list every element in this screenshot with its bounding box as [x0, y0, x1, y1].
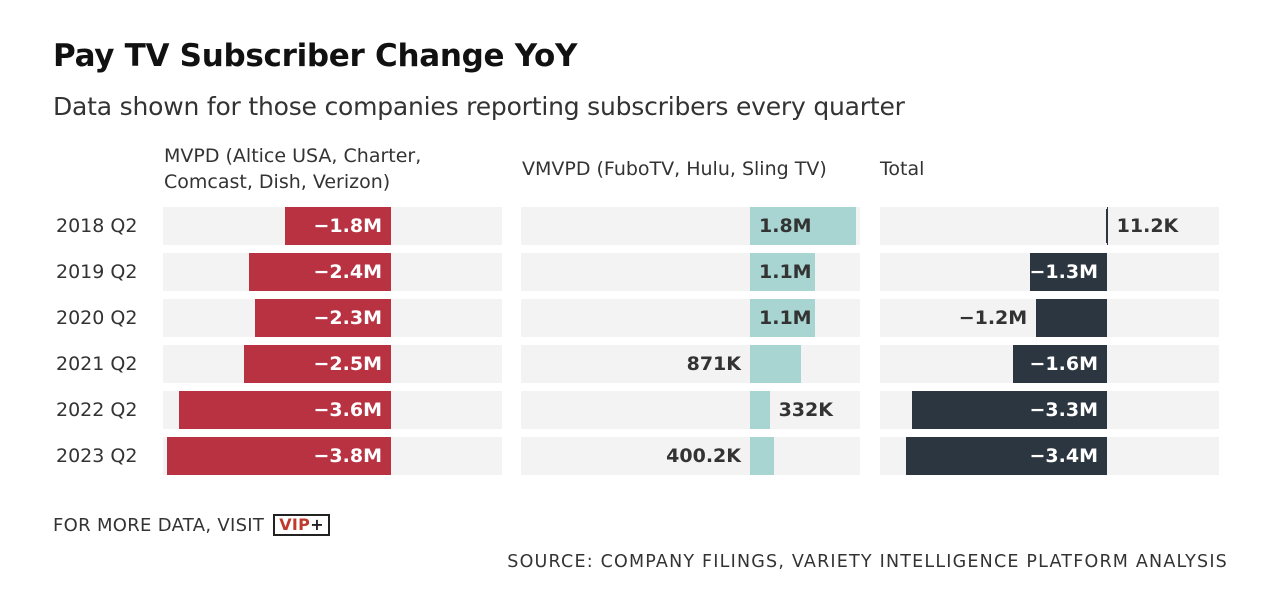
bar-track-vmvpd: 332K — [521, 391, 860, 429]
source-note: SOURCE: COMPANY FILINGS, VARIETY INTELLI… — [507, 552, 1228, 572]
data-label-vmvpd: 400.2K — [666, 445, 741, 467]
data-label-total: −3.3M — [1029, 399, 1099, 421]
bar-mvpd — [243, 345, 391, 383]
bar-track-mvpd: −2.4M — [163, 253, 502, 291]
data-label-vmvpd: 871K — [686, 353, 741, 375]
bar-mvpd — [178, 391, 391, 429]
bar-track-total: −1.6M — [880, 345, 1219, 383]
data-label-total: −3.4M — [1029, 445, 1099, 467]
panel-header-vmvpd-line-1: VMVPD (FuboTV, Hulu, Sling TV) — [522, 158, 827, 180]
row-label: 2021 Q2 — [56, 353, 138, 375]
bar-track-total: 11.2K — [880, 207, 1219, 245]
bar-track-mvpd: −3.6M — [163, 391, 502, 429]
data-label-vmvpd: 332K — [778, 399, 833, 421]
bar-track-mvpd: −3.8M — [163, 437, 502, 475]
panel-header-mvpd: MVPD (Altice USA, Charter, Comcast, Dish… — [164, 143, 421, 195]
bar-track-total: −3.4M — [880, 437, 1219, 475]
bar-track-mvpd: −2.3M — [163, 299, 502, 337]
bar-vmvpd — [750, 253, 815, 291]
data-label-vmvpd: 1.8M — [759, 215, 812, 237]
bar-vmvpd — [750, 299, 815, 337]
data-label-total: −1.3M — [1029, 261, 1099, 283]
bar-total — [912, 391, 1107, 429]
bar-total — [1107, 207, 1108, 245]
data-label-mvpd: −2.4M — [313, 261, 383, 283]
footer-more-data-text: FOR MORE DATA, VISIT — [53, 514, 265, 536]
data-label-vmvpd: 1.1M — [759, 307, 812, 329]
bar-track-vmvpd: 400.2K — [521, 437, 860, 475]
data-label-total: 11.2K — [1116, 215, 1179, 237]
bar-total — [1012, 345, 1107, 383]
bar-vmvpd — [750, 207, 857, 245]
bar-track-mvpd: −2.5M — [163, 345, 502, 383]
bar-total — [1036, 299, 1107, 337]
data-label-mvpd: −2.5M — [313, 353, 383, 375]
bar-track-vmvpd: 1.1M — [521, 299, 860, 337]
vip-plus-logo[interactable]: VIP + — [273, 514, 330, 536]
bar-vmvpd — [750, 437, 774, 475]
data-label-mvpd: −3.6M — [313, 399, 383, 421]
bar-track-mvpd: −1.8M — [163, 207, 502, 245]
zero-line-total — [1106, 209, 1107, 243]
bar-track-vmvpd: 1.1M — [521, 253, 860, 291]
vip-logo-plus: + — [310, 515, 324, 534]
bar-track-total: −1.2M — [880, 299, 1219, 337]
panel-header-total: Total — [880, 156, 924, 182]
bar-mvpd — [284, 207, 391, 245]
vip-logo-text: VIP — [279, 515, 311, 534]
bar-mvpd — [249, 253, 391, 291]
data-label-total: −1.2M — [958, 307, 1028, 329]
panel-header-vmvpd: VMVPD (FuboTV, Hulu, Sling TV) — [522, 156, 827, 182]
data-label-total: −1.6M — [1029, 353, 1099, 375]
row-label: 2019 Q2 — [56, 261, 138, 283]
bar-vmvpd — [750, 345, 802, 383]
data-label-mvpd: −1.8M — [313, 215, 383, 237]
data-label-mvpd: −3.8M — [313, 445, 383, 467]
row-label: 2023 Q2 — [56, 445, 138, 467]
panel-header-mvpd-line-1: MVPD (Altice USA, Charter, — [164, 145, 422, 167]
row-label: 2022 Q2 — [56, 399, 138, 421]
chart-subtitle: Data shown for those companies reporting… — [53, 92, 905, 121]
bar-track-total: −3.3M — [880, 391, 1219, 429]
data-label-vmvpd: 1.1M — [759, 261, 812, 283]
footer: FOR MORE DATA, VISIT VIP + — [53, 514, 330, 536]
bar-total — [906, 437, 1107, 475]
panel-header-total-line-1: Total — [880, 158, 925, 180]
bar-mvpd — [166, 437, 391, 475]
row-label: 2020 Q2 — [56, 307, 138, 329]
bar-mvpd — [255, 299, 391, 337]
chart-title: Pay TV Subscriber Change YoY — [53, 38, 578, 74]
bar-track-vmvpd: 1.8M — [521, 207, 860, 245]
bar-track-total: −1.3M — [880, 253, 1219, 291]
bar-track-vmvpd: 871K — [521, 345, 860, 383]
panel-header-mvpd-line-2: Comcast, Dish, Verizon) — [164, 171, 391, 193]
bar-total — [1030, 253, 1107, 291]
row-label: 2018 Q2 — [56, 215, 138, 237]
data-label-mvpd: −2.3M — [313, 307, 383, 329]
bar-vmvpd — [750, 391, 770, 429]
